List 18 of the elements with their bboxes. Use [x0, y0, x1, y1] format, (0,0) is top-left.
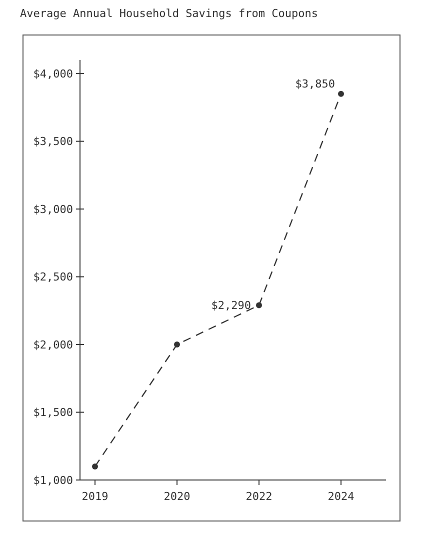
- x-tick-label: 2024: [328, 490, 355, 503]
- point: [338, 90, 344, 97]
- point: [174, 342, 180, 348]
- chart-title: Average Annual Household Savings from Coupons: [20, 7, 318, 20]
- data-label: $3,850: [295, 78, 335, 91]
- y-tick-label: $3,000: [33, 202, 73, 216]
- y-tick-label: $3,500: [33, 135, 73, 148]
- x-tick-label: 2019: [82, 490, 108, 503]
- x-tick-label: 2020: [164, 490, 190, 503]
- data-label: $2,290: [211, 299, 251, 312]
- y-tick-label: $1,000: [33, 474, 73, 487]
- y-tick-label: $2,000: [33, 338, 73, 352]
- y-tick-label: $2,500: [33, 270, 73, 284]
- x-tick-label: 2022: [246, 490, 272, 503]
- y-tick-label: $4,000: [33, 67, 73, 80]
- point: [256, 302, 262, 308]
- point: [92, 463, 98, 470]
- y-tick-label: $1,500: [33, 406, 73, 420]
